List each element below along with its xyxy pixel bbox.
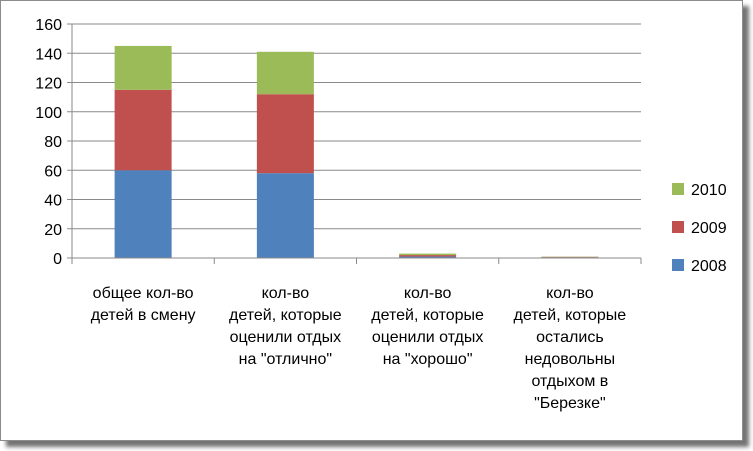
x-category-label: отдыхом в — [531, 373, 608, 390]
bar-2009 — [256, 94, 314, 174]
x-category-label: детей, которые — [229, 307, 342, 324]
x-category-label: кол-во — [404, 285, 452, 302]
bar-2010 — [256, 51, 314, 95]
bar-2010 — [114, 45, 172, 90]
x-category-label: недовольны — [525, 351, 616, 368]
bar-2008 — [256, 173, 314, 258]
y-tick-label: 120 — [35, 76, 62, 93]
x-category-label: на "отлично" — [239, 351, 332, 368]
y-tick-label: 160 — [35, 17, 62, 34]
x-category-label: оценили отдых — [372, 329, 483, 346]
x-category-label: детей в смену — [91, 307, 196, 324]
y-tick-label: 60 — [44, 163, 62, 180]
legend-swatch-2008 — [672, 259, 684, 271]
x-category-label: оценили отдых — [230, 329, 341, 346]
x-category-label: кол-во — [546, 285, 594, 302]
stacked-bar-chart: 0 20 40 60 80 100 120 140 160 общее кол-во детей в… — [35, 17, 727, 412]
legend-swatch-2009 — [672, 221, 684, 233]
y-tick-label: 100 — [35, 105, 62, 122]
bar-2009 — [399, 255, 457, 257]
x-category-label: кол-во — [262, 285, 310, 302]
chart-frame: 0 20 40 60 80 100 120 140 160 общее кол-во детей в… — [0, 0, 743, 441]
x-category-label: на "хорошо" — [383, 351, 473, 368]
x-category-label: "Березке" — [534, 395, 606, 412]
legend-label: 2008 — [691, 258, 727, 275]
legend-swatch-2010 — [672, 183, 684, 195]
x-category-label: детей, которые — [514, 307, 627, 324]
y-tick-label: 0 — [53, 251, 62, 268]
y-tick-label: 140 — [35, 46, 62, 63]
y-tick-label: 20 — [44, 222, 62, 239]
x-category-label: детей, которые — [371, 307, 484, 324]
bar-2008 — [114, 170, 172, 258]
bar-2010 — [399, 253, 457, 256]
x-category-label: общее кол-во — [93, 285, 194, 302]
legend-label: 2010 — [691, 182, 727, 199]
bar-2008 — [399, 256, 457, 258]
y-tick-label: 80 — [44, 134, 62, 151]
y-tick-label: 40 — [44, 193, 62, 210]
bar-2009 — [114, 89, 172, 171]
legend-label: 2009 — [691, 220, 727, 237]
x-category-label: остались — [536, 329, 604, 346]
